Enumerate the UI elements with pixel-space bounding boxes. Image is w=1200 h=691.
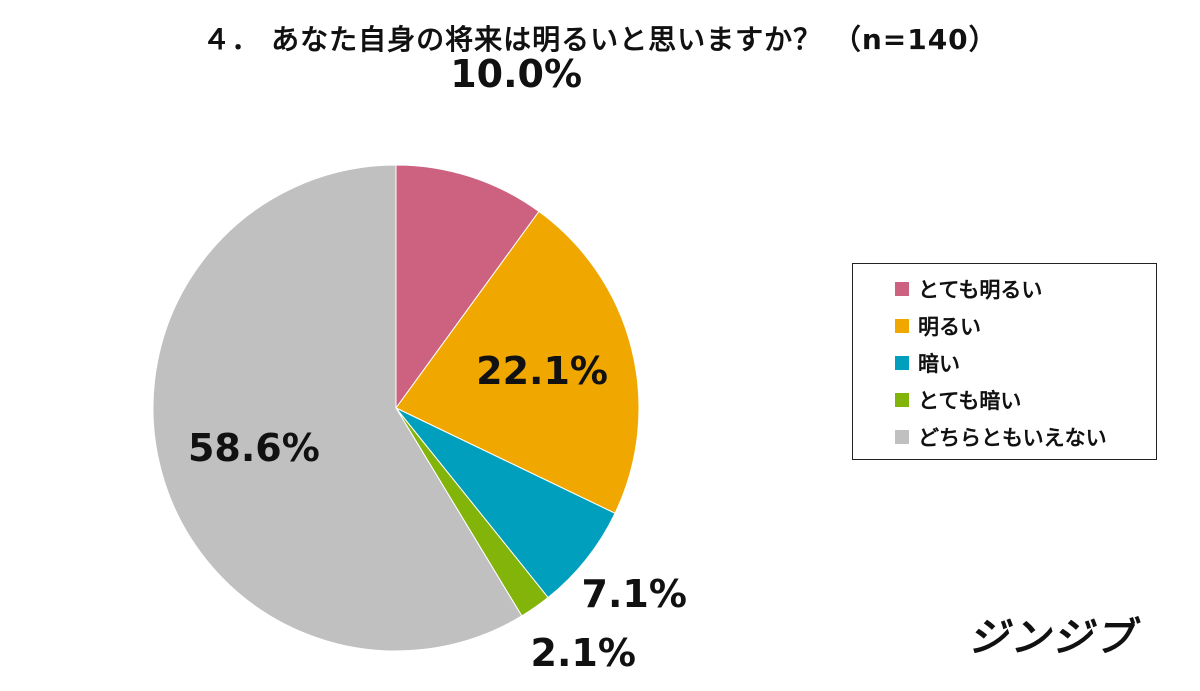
data-label-neither: 58.6% [187, 426, 320, 471]
pie-slice-neither [152, 164, 523, 652]
legend-item-bright: 明るい [853, 307, 1156, 344]
data-label-bright: 22.1% [476, 349, 608, 394]
legend-item-neither: どちらともいえない [853, 418, 1156, 455]
brand-logo: ジンジブ [968, 615, 1136, 661]
legend-swatch [895, 355, 909, 370]
legend-swatch [895, 318, 909, 333]
legend-label: どちらともいえない [918, 425, 1107, 450]
legend-swatch [895, 429, 909, 444]
legend-swatch [895, 392, 909, 407]
data-label-very-dark: 2.1% [530, 631, 636, 676]
legend-label: とても明るい [918, 277, 1043, 302]
chart-title: ４． あなた自身の将来は明るいと思いますか？ （n=140） [202, 23, 998, 56]
chart-legend: とても明るい 明るい暗いとても暗いどちらともいえない [852, 263, 1157, 460]
pie-slice-bright [395, 210, 640, 514]
pie-slice-dark [395, 407, 616, 599]
legend-label: 暗い [918, 351, 960, 376]
legend-item-very-dark: とても暗い [853, 381, 1156, 418]
data-label-very-bright: 10.0% [450, 51, 583, 96]
pie-slice-very-bright [395, 164, 540, 410]
legend-label: とても暗い [918, 388, 1022, 413]
legend-swatch [895, 281, 909, 296]
legend-item-dark: 暗い [853, 344, 1156, 381]
data-label-dark: 7.1% [581, 572, 687, 617]
legend-label: 明るい [918, 314, 981, 339]
legend-item-very-bright: とても明るい [853, 270, 1156, 307]
